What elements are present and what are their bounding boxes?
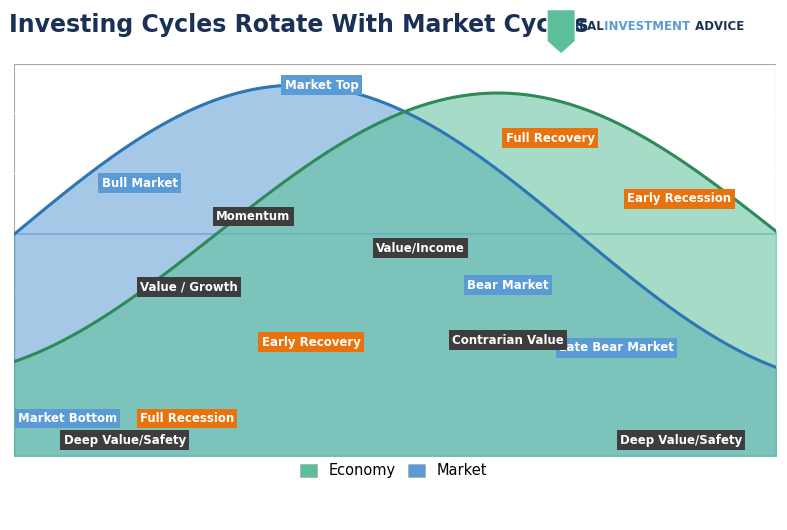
Text: Deep Value/Safety: Deep Value/Safety [64,434,186,447]
Text: Early Recovery: Early Recovery [262,335,360,349]
Text: Value/Income: Value/Income [376,242,465,254]
Text: Bear Market: Bear Market [467,279,549,292]
Text: Early Recession: Early Recession [627,192,732,206]
Text: Market Bottom: Market Bottom [18,412,117,425]
Text: REAL: REAL [571,20,604,33]
Text: ADVICE: ADVICE [691,20,745,33]
Text: Full Recession: Full Recession [140,412,234,425]
Text: ···: ··· [556,29,567,39]
Text: Late Bear Market: Late Bear Market [559,341,674,355]
Text: Market Top: Market Top [285,78,358,92]
Text: Bull Market: Bull Market [102,176,178,190]
Text: Deep Value/Safety: Deep Value/Safety [620,434,742,447]
Text: INVESTMENT: INVESTMENT [600,20,691,33]
Text: Momentum: Momentum [216,210,290,223]
Polygon shape [547,10,575,54]
Legend: Economy, Market: Economy, Market [300,463,487,478]
Text: Investing Cycles Rotate With Market Cycles: Investing Cycles Rotate With Market Cycl… [9,13,589,38]
Text: Contrarian Value: Contrarian Value [453,333,564,347]
Text: Full Recovery: Full Recovery [505,131,594,145]
Text: Value / Growth: Value / Growth [140,281,238,294]
